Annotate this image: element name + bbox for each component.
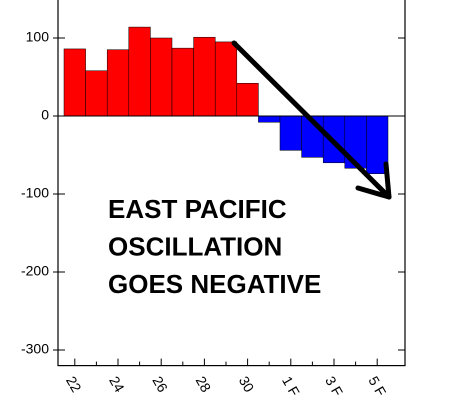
bar — [63, 48, 86, 117]
bar — [85, 70, 108, 117]
bar — [171, 47, 194, 117]
x-tick-label: 30 — [236, 373, 258, 395]
y-tick-label: -300 — [21, 341, 49, 357]
x-tick-label: 22 — [63, 373, 85, 395]
annotation: EAST PACIFIC — [108, 194, 287, 224]
bar — [106, 49, 130, 117]
bar — [128, 26, 151, 117]
bar — [193, 36, 216, 117]
y-tick-label: 100 — [26, 29, 50, 45]
bar — [150, 37, 173, 117]
bar — [236, 82, 259, 117]
plot-frame — [57, 0, 406, 367]
x-tick-label: 1 F — [279, 373, 303, 399]
x-tick-label: 28 — [193, 373, 215, 395]
y-tick-label: -200 — [21, 263, 49, 279]
x-tick-label: 5 F — [365, 373, 389, 399]
bar — [258, 115, 281, 123]
x-tick-label: 3 F — [322, 373, 346, 399]
x-tick-label: 24 — [106, 373, 128, 395]
bar — [214, 41, 238, 117]
annotation: OSCILLATION — [108, 231, 282, 261]
trend-arrow — [231, 40, 392, 200]
bar — [279, 115, 302, 151]
x-tick-label: 26 — [149, 373, 171, 395]
y-tick-label: -100 — [21, 185, 49, 201]
y-tick-label: 0 — [41, 107, 49, 123]
annotation: GOES NEGATIVE — [108, 269, 321, 299]
